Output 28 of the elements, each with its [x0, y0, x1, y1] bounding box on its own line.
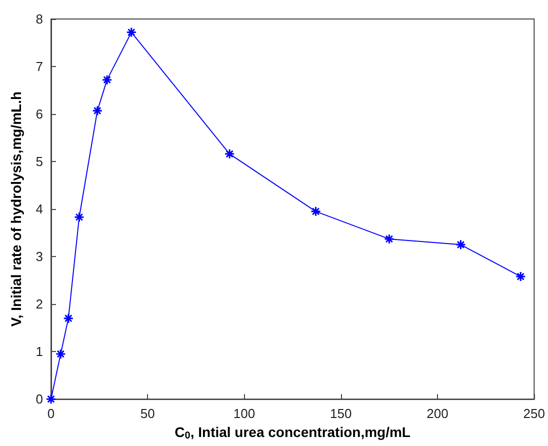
- point: [46, 394, 56, 404]
- point: [384, 234, 394, 244]
- point: [455, 239, 466, 250]
- x-tick-label: 150: [330, 406, 352, 422]
- point: [74, 212, 84, 222]
- point: [55, 348, 66, 360]
- point: [63, 313, 74, 324]
- y-tick-label: 3: [36, 249, 43, 264]
- x-tick-label: 250: [523, 406, 546, 422]
- point: [310, 206, 322, 217]
- x-tick-label: 200: [426, 406, 448, 422]
- x-tick-label: 50: [140, 406, 155, 422]
- point: [515, 271, 526, 282]
- x-tick-label: 0: [47, 406, 55, 422]
- y-tick-label: 0: [36, 392, 43, 407]
- point: [92, 105, 103, 116]
- y-tick-label: 7: [36, 59, 43, 74]
- point: [224, 148, 235, 160]
- point: [102, 74, 112, 86]
- y-tick-label: 4: [36, 202, 43, 217]
- x-tick-label: 100: [233, 406, 256, 422]
- y-tick-label: 5: [36, 154, 43, 170]
- y-tick-label: 6: [36, 106, 43, 122]
- point: [126, 27, 137, 38]
- y-tick-label: 1: [36, 344, 43, 360]
- y-tick-label: 8: [36, 12, 43, 26]
- y-tick-label: 2: [36, 296, 43, 312]
- y-axis-title: V, Initial rate of hydrolysis,mg/mL.h: [8, 91, 24, 327]
